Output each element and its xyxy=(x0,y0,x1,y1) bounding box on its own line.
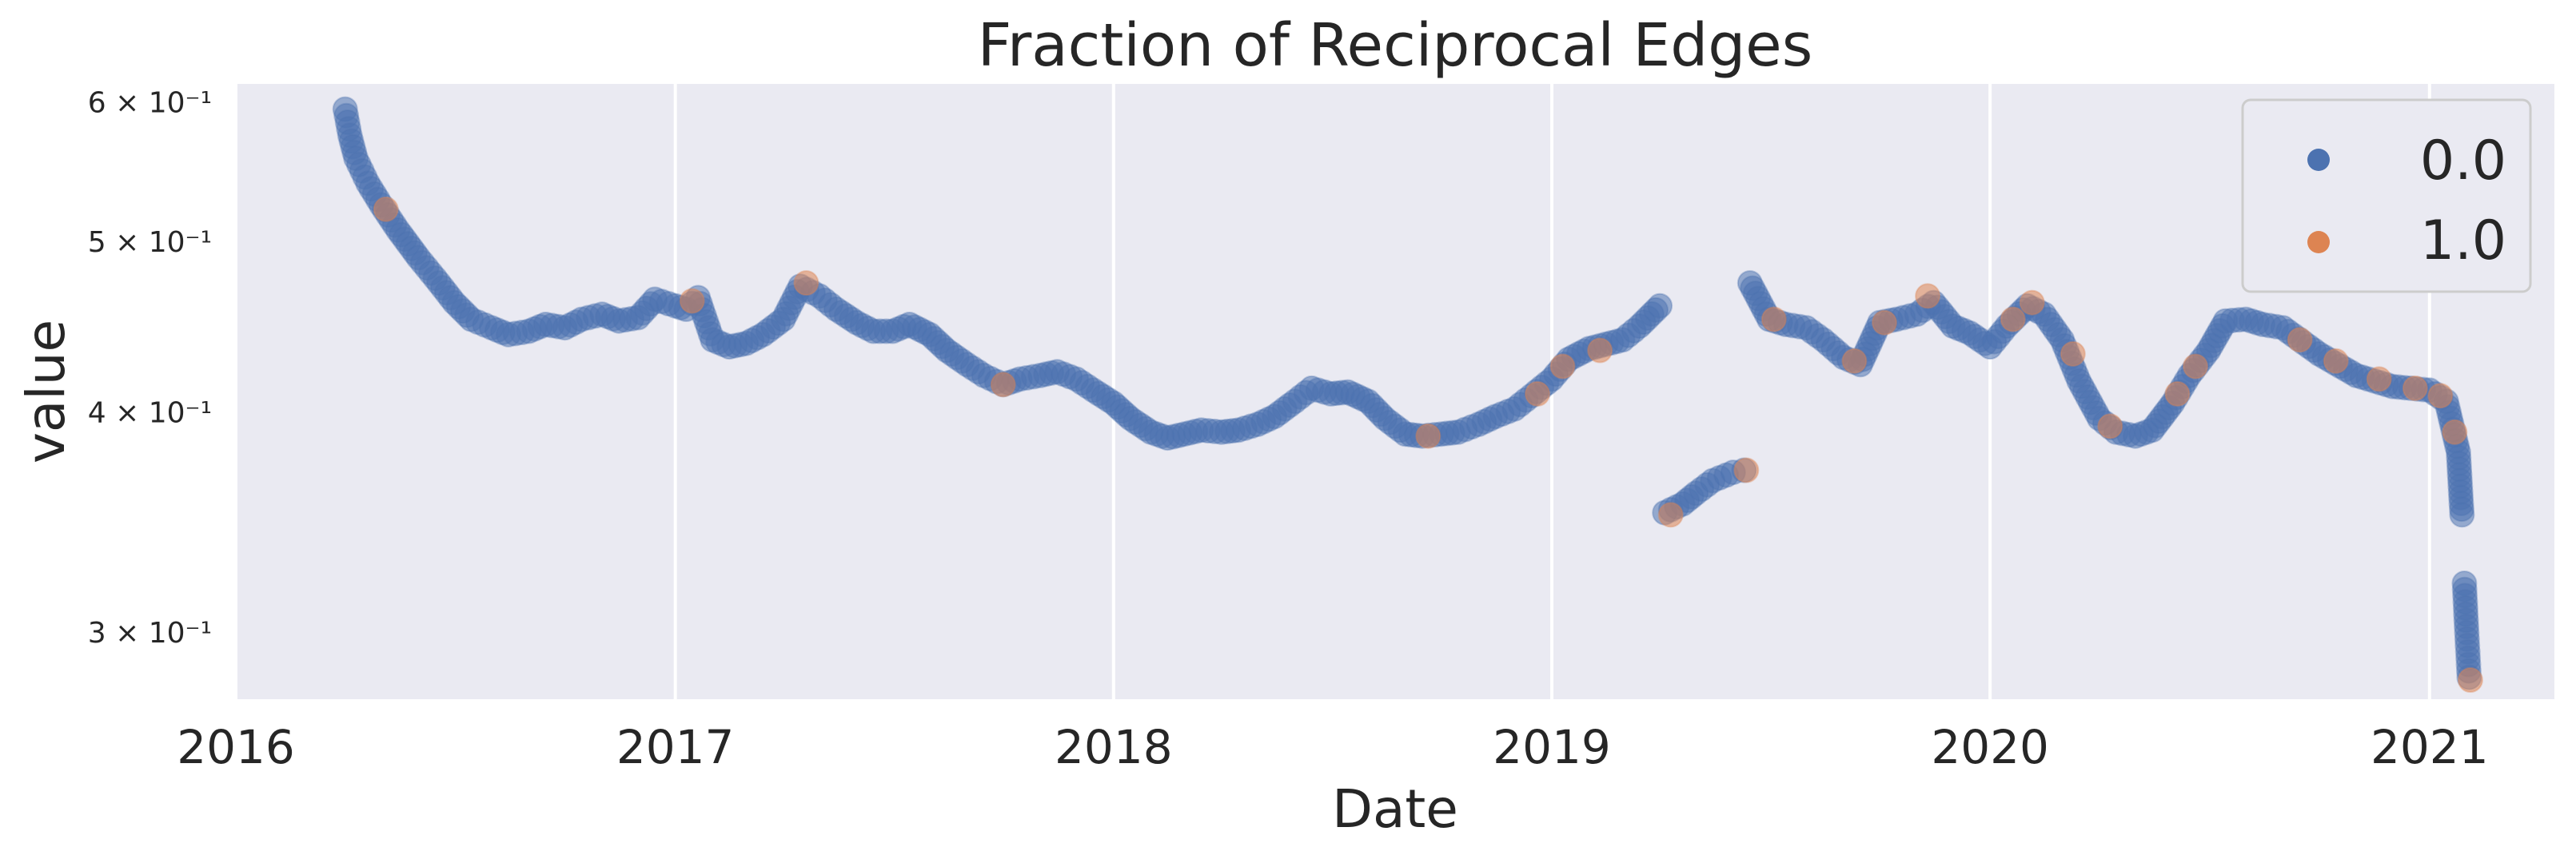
data-point-series-1 xyxy=(373,196,399,222)
data-point-series-1 xyxy=(1915,283,1941,309)
x-tick-label: 2018 xyxy=(1055,720,1173,774)
x-tick-label: 2021 xyxy=(2371,720,2489,774)
legend-label-1: 1.0 xyxy=(2420,209,2506,272)
data-point-series-1 xyxy=(2000,306,2026,332)
y-tick-labels: 6 × 10⁻¹ 5 × 10⁻¹ 4 × 10⁻¹ 3 × 10⁻¹ xyxy=(88,87,212,650)
y-tick-label: 4 × 10⁻¹ xyxy=(88,397,212,430)
data-point-series-1 xyxy=(1657,502,1684,528)
data-point-series-1 xyxy=(1415,423,1442,449)
x-tick-label: 2017 xyxy=(616,720,735,774)
legend-marker-0 xyxy=(2307,149,2330,171)
data-point-series-1 xyxy=(679,288,705,314)
x-tick-labels: 2016 2017 2018 2019 2020 2021 xyxy=(177,720,2488,774)
data-point-series-1 xyxy=(1549,353,1576,380)
data-point-series-1 xyxy=(990,372,1016,398)
data-point-series-1 xyxy=(1761,306,1787,332)
data-point-series-1 xyxy=(2097,413,2123,439)
y-tick-label: 3 × 10⁻¹ xyxy=(88,617,212,650)
y-axis-label: value xyxy=(15,320,77,463)
data-point-series-1 xyxy=(1872,309,1897,336)
legend: 0.0 1.0 xyxy=(2241,98,2532,293)
x-tick-label: 2019 xyxy=(1493,720,1611,774)
data-point-series-1 xyxy=(2019,289,2045,316)
data-point-series-1 xyxy=(1733,457,1760,483)
y-tick-label: 6 × 10⁻¹ xyxy=(88,87,212,120)
data-point-series-1 xyxy=(2402,375,2428,401)
data-point-series-1 xyxy=(2427,383,2454,409)
legend-label-0: 0.0 xyxy=(2420,129,2506,193)
data-point-series-1 xyxy=(2442,419,2468,445)
chart-title: Fraction of Reciprocal Edges xyxy=(978,11,1813,80)
data-point-series-1 xyxy=(2060,340,2086,367)
data-point-series-0 xyxy=(1647,292,1673,319)
x-axis-label: Date xyxy=(1332,778,1458,840)
data-point-series-1 xyxy=(2164,380,2191,407)
data-point-series-0 xyxy=(2449,502,2475,528)
data-point-series-1 xyxy=(2457,667,2483,693)
data-point-series-1 xyxy=(1525,380,1550,407)
series-1-points xyxy=(373,196,2483,693)
x-tick-label: 2020 xyxy=(1931,720,2049,774)
data-point-series-1 xyxy=(2287,327,2313,353)
data-point-series-1 xyxy=(1841,348,1868,374)
y-tick-label: 5 × 10⁻¹ xyxy=(88,226,212,259)
data-point-series-1 xyxy=(2366,366,2392,392)
x-tick-label: 2016 xyxy=(177,720,295,774)
data-point-series-1 xyxy=(2323,348,2349,374)
plot-background xyxy=(236,84,2554,699)
data-point-series-1 xyxy=(2183,353,2208,380)
data-point-series-1 xyxy=(793,270,819,296)
legend-marker-1 xyxy=(2307,231,2330,253)
data-point-series-1 xyxy=(1587,337,1613,364)
